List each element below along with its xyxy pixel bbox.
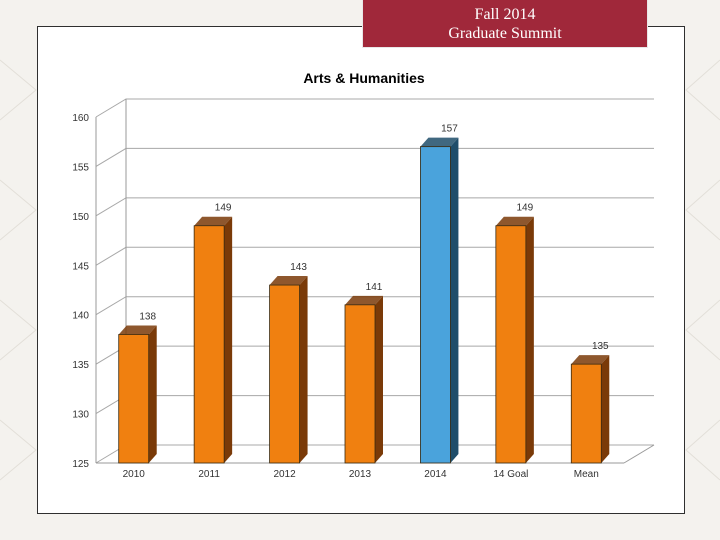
- chart-title: Arts & Humanities: [303, 70, 425, 86]
- bar-side: [601, 355, 610, 463]
- bar: [344, 304, 376, 464]
- data-label: 143: [290, 262, 307, 273]
- bar: [570, 363, 602, 464]
- x-tick-label: 2012: [273, 469, 296, 480]
- bar-side: [525, 216, 534, 463]
- x-tick-label: 2011: [198, 469, 220, 480]
- gridline: [95, 147, 654, 167]
- gridline: [95, 98, 654, 118]
- gridline: [95, 197, 654, 217]
- bar-side: [299, 276, 308, 463]
- data-label: 141: [366, 282, 383, 293]
- bar-top: [571, 355, 610, 365]
- bar: [420, 146, 451, 464]
- x-tick-label: 2014: [424, 469, 447, 480]
- floor-edge: [623, 444, 655, 464]
- x-tick-label: 2010: [123, 469, 146, 480]
- data-label: 135: [592, 341, 609, 352]
- y-tick-label: 130: [72, 410, 89, 421]
- y-tick-label: 145: [72, 261, 89, 272]
- header-line-1: Fall 2014: [474, 5, 536, 23]
- header-banner: Fall 2014 Graduate Summit: [362, 0, 648, 48]
- data-label: 149: [215, 203, 232, 214]
- bar-side: [375, 295, 383, 463]
- bar-top: [118, 325, 157, 335]
- y-tick-label: 155: [72, 162, 89, 173]
- bar-top: [420, 137, 459, 147]
- bar-top: [269, 276, 308, 286]
- y-tick-label: 135: [72, 360, 89, 371]
- bar-side: [450, 137, 459, 463]
- bar-chart: Arts & Humanities 125 130 135 140 145 150 155 1…: [72, 70, 655, 480]
- header-line-2: Graduate Summit: [448, 24, 562, 42]
- bar-top: [495, 216, 534, 226]
- y-tick-label: 125: [72, 459, 89, 470]
- y-tick-label: 140: [72, 311, 89, 322]
- y-tick-label: 150: [72, 212, 89, 223]
- bar: [193, 225, 225, 464]
- gridline: [95, 246, 654, 266]
- bar: [118, 334, 150, 464]
- bar-top: [345, 295, 383, 305]
- y-tick-label: 160: [72, 113, 89, 124]
- x-tick-label: 14 Goal: [493, 469, 528, 480]
- bar-side: [224, 216, 233, 463]
- data-label: 149: [517, 203, 534, 214]
- bar-top: [194, 216, 233, 226]
- x-tick-label: 2013: [349, 469, 372, 480]
- data-label: 157: [441, 124, 458, 135]
- bar: [495, 225, 527, 464]
- data-label: 138: [139, 311, 156, 322]
- bar: [269, 284, 300, 464]
- x-tick-label: Mean: [574, 469, 599, 480]
- bar-side: [148, 325, 157, 463]
